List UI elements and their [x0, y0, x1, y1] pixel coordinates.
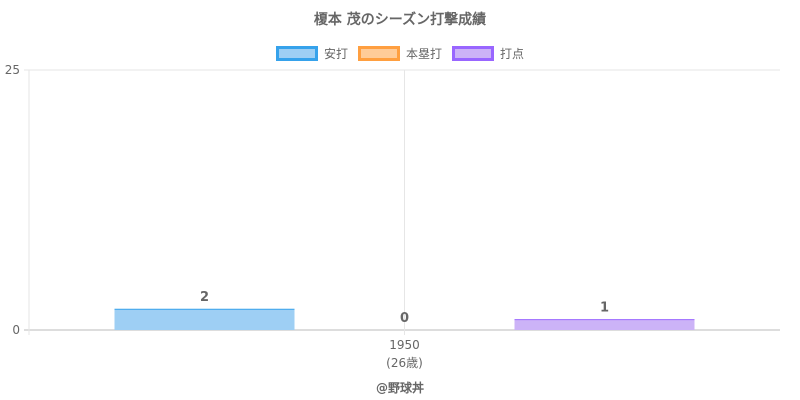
- y-tick-label: 25: [5, 63, 20, 77]
- legend-item-home-runs[interactable]: 本塁打: [357, 45, 442, 62]
- bar: [514, 319, 695, 330]
- x-tick-label: 1950: [389, 338, 420, 352]
- legend-swatch-rbi: [452, 46, 494, 61]
- y-tick-label: 0: [12, 323, 20, 337]
- legend-label-hits: 安打: [323, 47, 348, 61]
- data-label: 2: [200, 290, 209, 305]
- legend-swatch-hits: [275, 46, 318, 61]
- bar: [114, 309, 295, 330]
- data-label: 0: [400, 311, 409, 326]
- chart-legend: 安打 本塁打 打点: [0, 45, 800, 62]
- legend-item-rbi[interactable]: 打点: [452, 45, 524, 62]
- legend-swatch-home-runs: [357, 46, 400, 61]
- legend-item-hits[interactable]: 安打: [275, 45, 348, 62]
- chart-title: 榎本 茂のシーズン打撃成績: [313, 12, 487, 28]
- data-label: 1: [600, 301, 609, 316]
- legend-label-rbi: 打点: [500, 47, 525, 61]
- x-tick-sublabel: (26歳): [386, 356, 423, 370]
- legend-label-home-runs: 本塁打: [405, 47, 442, 61]
- watermark: @野球丼: [375, 381, 424, 395]
